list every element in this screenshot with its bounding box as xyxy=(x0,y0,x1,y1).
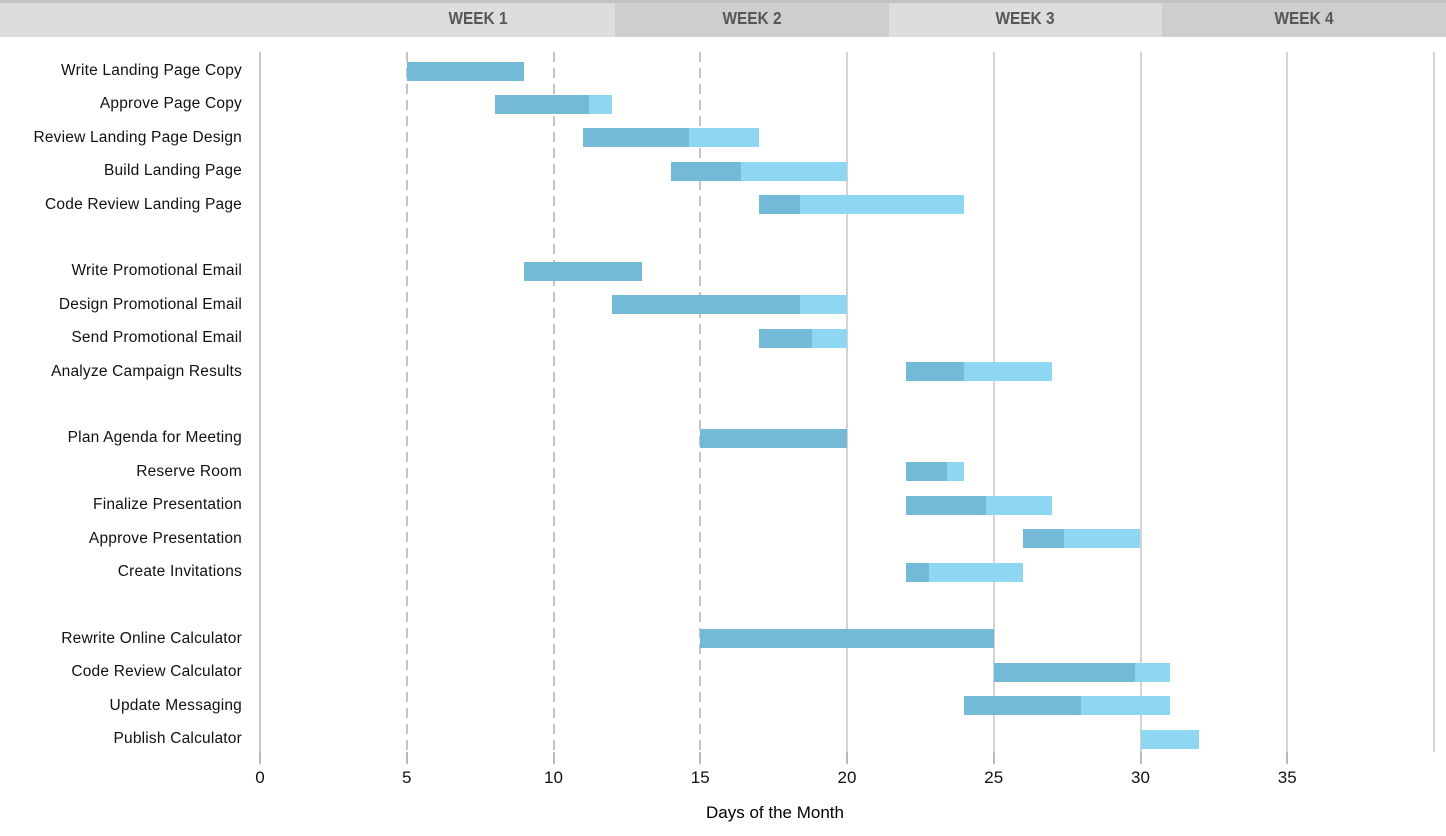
gantt-bar-completed-portion xyxy=(758,328,812,348)
gantt-bar-completed-portion xyxy=(905,495,987,515)
gantt-bar-completed-portion xyxy=(524,261,642,281)
tick-mark-day-10 xyxy=(552,752,555,764)
tick-mark-day-20 xyxy=(846,752,848,764)
week-1-header-cell xyxy=(0,0,615,37)
task-label: Write Landing Page Copy xyxy=(61,62,242,79)
tick-label-day-25: 25 xyxy=(984,768,1004,787)
gridline-solid-day-35 xyxy=(1286,52,1289,752)
gridline-dashed-day-10 xyxy=(552,52,555,752)
week-4-header-cell xyxy=(1162,0,1446,37)
task-label: Code Review Calculator xyxy=(71,663,242,681)
task-label: Code Review Landing Page xyxy=(45,195,242,213)
gantt-bar-completed-portion xyxy=(582,128,689,148)
gantt-bar-completed-portion xyxy=(758,195,801,215)
gantt-bar xyxy=(700,428,847,448)
gridline-solid-day-40 xyxy=(1433,52,1435,752)
gantt-bar xyxy=(1140,729,1200,749)
gantt-bar xyxy=(670,161,847,181)
week-3-label: WEEK 3 xyxy=(995,8,1055,28)
gantt-bar xyxy=(406,61,525,81)
gantt-bar xyxy=(612,295,847,315)
gantt-bar xyxy=(700,629,994,649)
task-label: Publish Calculator xyxy=(113,730,242,747)
gantt-bar-completed-portion xyxy=(1023,529,1065,549)
task-label: Build Landing Page xyxy=(103,162,242,180)
gantt-bar xyxy=(993,662,1170,682)
gantt-bar xyxy=(905,495,1053,515)
tick-label-day-5: 5 xyxy=(402,768,412,787)
x-axis-title: Days of the Month xyxy=(706,803,844,822)
tick-mark-day-0 xyxy=(259,752,261,764)
axis-day-0-line xyxy=(259,52,261,752)
tick-label-day-0: 0 xyxy=(255,768,265,787)
tick-label-day-20: 20 xyxy=(837,768,857,787)
gantt-bar-completed-portion xyxy=(993,662,1135,682)
gantt-bar-completed-portion xyxy=(406,61,525,81)
gantt-bar-completed-portion xyxy=(905,562,930,582)
tick-label-day-35: 35 xyxy=(1277,768,1297,787)
task-label: Create Invitations xyxy=(117,563,242,580)
gridline-dashed-day-15 xyxy=(699,52,702,752)
tick-mark-day-5 xyxy=(405,752,408,764)
week-4-label: WEEK 4 xyxy=(1274,8,1334,28)
gridline-solid-day-25 xyxy=(992,52,995,752)
task-label: Design Promotional Email xyxy=(58,295,242,313)
gantt-bar xyxy=(905,462,965,482)
task-label: Plan Agenda for Meeting xyxy=(67,429,242,447)
gantt-bar xyxy=(905,562,1024,582)
gantt-bar xyxy=(494,94,613,114)
gantt-bar xyxy=(758,195,965,215)
gantt-bar xyxy=(524,261,642,281)
task-label: Approve Page Copy xyxy=(99,95,242,113)
task-label: Analyze Campaign Results xyxy=(51,362,242,380)
task-label: Rewrite Online Calculator xyxy=(61,629,242,647)
gantt-bar-completed-portion xyxy=(670,161,742,181)
tick-mark-day-15 xyxy=(699,752,702,764)
week-1-label: WEEK 1 xyxy=(448,8,508,28)
gantt-bar-completed-portion xyxy=(905,362,965,382)
week-header-band: WEEK 1 WEEK 2 WEEK 3 WEEK 4 xyxy=(0,0,1446,37)
tick-mark-day-30 xyxy=(1139,752,1142,764)
week-2-header-cell xyxy=(615,0,889,37)
tick-label-day-30: 30 xyxy=(1131,768,1150,787)
week-3-header-cell xyxy=(889,0,1162,37)
gantt-bar xyxy=(582,128,759,148)
gantt-bar-completed-portion xyxy=(700,629,994,649)
task-label: Update Messaging xyxy=(109,696,242,714)
gantt-bar xyxy=(1023,529,1141,549)
gantt-bar xyxy=(758,328,847,348)
gantt-bar xyxy=(964,696,1170,716)
gantt-bar-completed-portion xyxy=(494,94,589,114)
tick-mark-day-35 xyxy=(1286,752,1289,764)
tick-mark-day-25 xyxy=(992,752,995,764)
task-label: Write Promotional Email xyxy=(71,262,242,280)
gantt-bar-completed-portion xyxy=(964,696,1082,716)
task-label: Send Promotional Email xyxy=(71,329,242,347)
gridline-solid-day-30 xyxy=(1139,52,1142,752)
task-label: Approve Presentation xyxy=(88,529,242,547)
gantt-bar-completed-portion xyxy=(612,295,801,315)
gantt-bar-completed-portion xyxy=(700,428,847,448)
tick-label-day-10: 10 xyxy=(544,768,563,787)
gridline-solid-day-20 xyxy=(846,52,848,752)
week-2-label: WEEK 2 xyxy=(722,8,782,28)
task-label: Review Landing Page Design xyxy=(33,128,242,146)
gantt-bar-completed-portion xyxy=(905,462,947,482)
tick-label-day-15: 15 xyxy=(690,768,710,787)
task-label: Finalize Presentation xyxy=(93,496,242,514)
gantt-bar xyxy=(905,362,1053,382)
gridline-dashed-day-5 xyxy=(405,52,408,752)
task-label: Reserve Room xyxy=(136,462,242,480)
